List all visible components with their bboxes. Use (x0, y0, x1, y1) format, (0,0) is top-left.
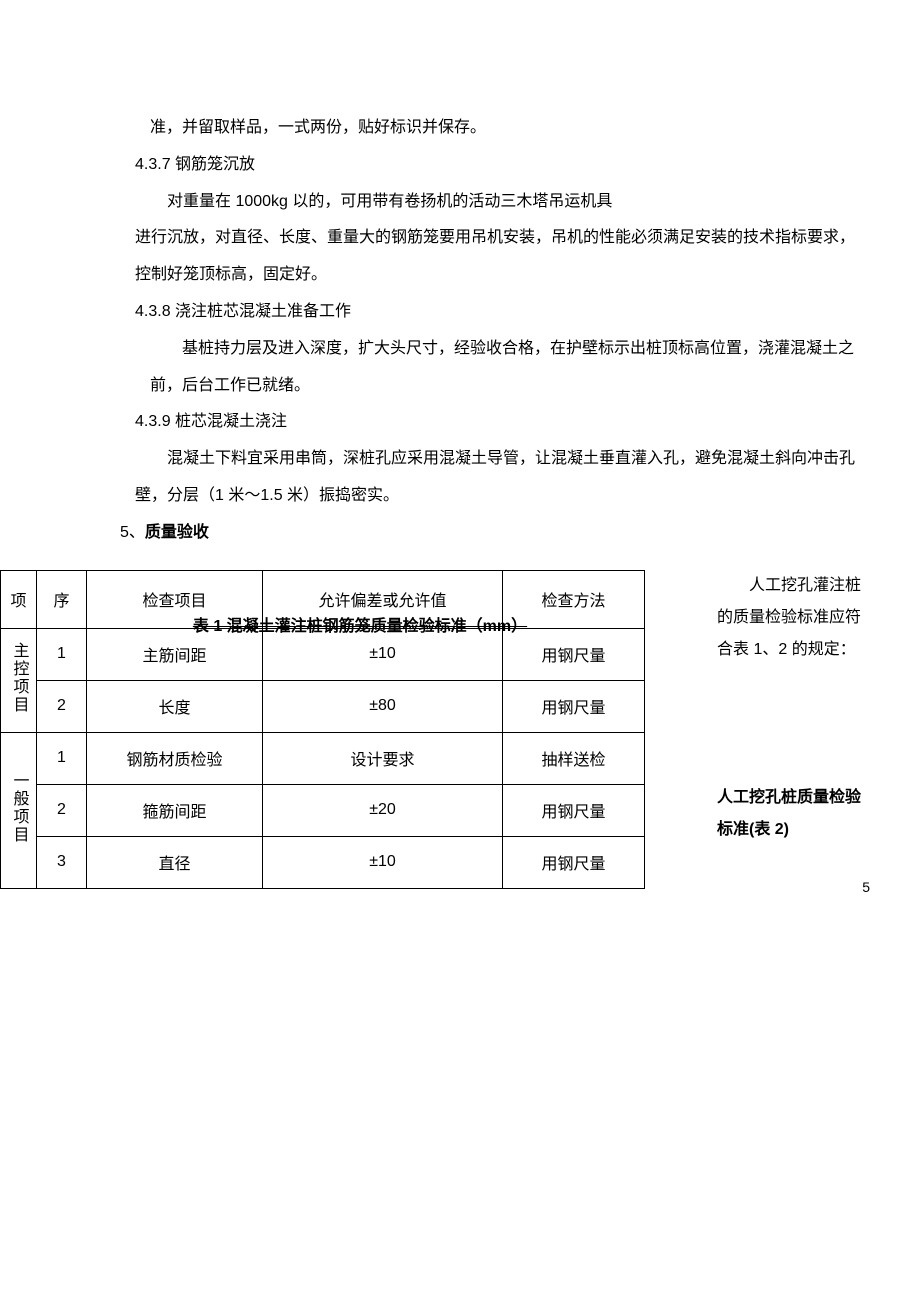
group-cell-main: 主控项目 (1, 628, 37, 732)
cell-seq: 2 (37, 784, 87, 836)
section-5-heading: 5、质量验收 (60, 515, 860, 552)
cell-item: 长度 (87, 680, 263, 732)
table-section: 人工挖孔灌注桩的质量检验标准应符合表 1、2 的规定： 表 1 混凝土灌注桩钢筋… (60, 570, 860, 889)
paragraph-continuation: 准，并留取样品，一式两份，贴好标识并保存。 (60, 110, 860, 147)
cell-value: ±10 (263, 836, 503, 888)
table-row: 一般项目 1 钢筋材质检验 设计要求 抽样送检 (1, 732, 645, 784)
page-number: 5 (862, 879, 870, 895)
cell-method: 抽样送检 (503, 732, 645, 784)
header-group: 项 (1, 570, 37, 628)
paragraph-437b: 进行沉放，对直径、长度、重量大的钢筋笼要用吊机安装，吊机的性能必须满足安装的技术… (60, 220, 860, 294)
table-2-label: 人工挖孔桩质量检验标准(表 2) (717, 782, 872, 846)
paragraph-438: 基桩持力层及进入深度，扩大头尺寸，经验收合格，在护壁标示出桩顶标高位置，浇灌混凝… (60, 331, 860, 405)
body-text-block: 准，并留取样品，一式两份，贴好标识并保存。 4.3.7 钢筋笼沉放 对重量在 1… (60, 110, 860, 552)
cell-value: ±80 (263, 680, 503, 732)
heading-437: 4.3.7 钢筋笼沉放 (60, 147, 860, 184)
cell-method: 用钢尺量 (503, 784, 645, 836)
cell-value: 设计要求 (263, 732, 503, 784)
table-1-caption: 表 1 混凝土灌注桩钢筋笼质量检验标准（mm） (60, 612, 660, 636)
table-row: 2 长度 ±80 用钢尺量 (1, 680, 645, 732)
table-1-block: 表 1 混凝土灌注桩钢筋笼质量检验标准（mm） 项 序 检查项目 允许偏差或允许… (60, 570, 860, 889)
paragraph-437a: 对重量在 1000kg 以的，可用带有卷扬机的活动三木塔吊运机具 (60, 184, 860, 221)
section-5-title: 质量验收 (145, 524, 209, 541)
heading-438: 4.3.8 浇注桩芯混凝土准备工作 (60, 294, 860, 331)
cell-item: 箍筋间距 (87, 784, 263, 836)
paragraph-439: 混凝土下料宜采用串筒，深桩孔应采用混凝土导管，让混凝土垂直灌入孔，避免混凝土斜向… (60, 441, 860, 515)
cell-seq: 1 (37, 628, 87, 680)
cell-seq: 1 (37, 732, 87, 784)
document-page: 准，并留取样品，一式两份，贴好标识并保存。 4.3.7 钢筋笼沉放 对重量在 1… (0, 0, 920, 949)
group-cell-general: 一般项目 (1, 732, 37, 888)
cell-method: 用钢尺量 (503, 680, 645, 732)
heading-439: 4.3.9 桩芯混凝土浇注 (60, 404, 860, 441)
cell-method: 用钢尺量 (503, 628, 645, 680)
table-row: 主控项目 1 主筋间距 ±10 用钢尺量 (1, 628, 645, 680)
cell-item: 主筋间距 (87, 628, 263, 680)
cell-value: ±10 (263, 628, 503, 680)
cell-item: 钢筋材质检验 (87, 732, 263, 784)
cell-seq: 3 (37, 836, 87, 888)
table-row: 3 直径 ±10 用钢尺量 (1, 836, 645, 888)
cell-method: 用钢尺量 (503, 836, 645, 888)
cell-seq: 2 (37, 680, 87, 732)
table-row: 2 箍筋间距 ±20 用钢尺量 (1, 784, 645, 836)
cell-item: 直径 (87, 836, 263, 888)
section-5-number: 5、 (120, 524, 145, 541)
cell-value: ±20 (263, 784, 503, 836)
